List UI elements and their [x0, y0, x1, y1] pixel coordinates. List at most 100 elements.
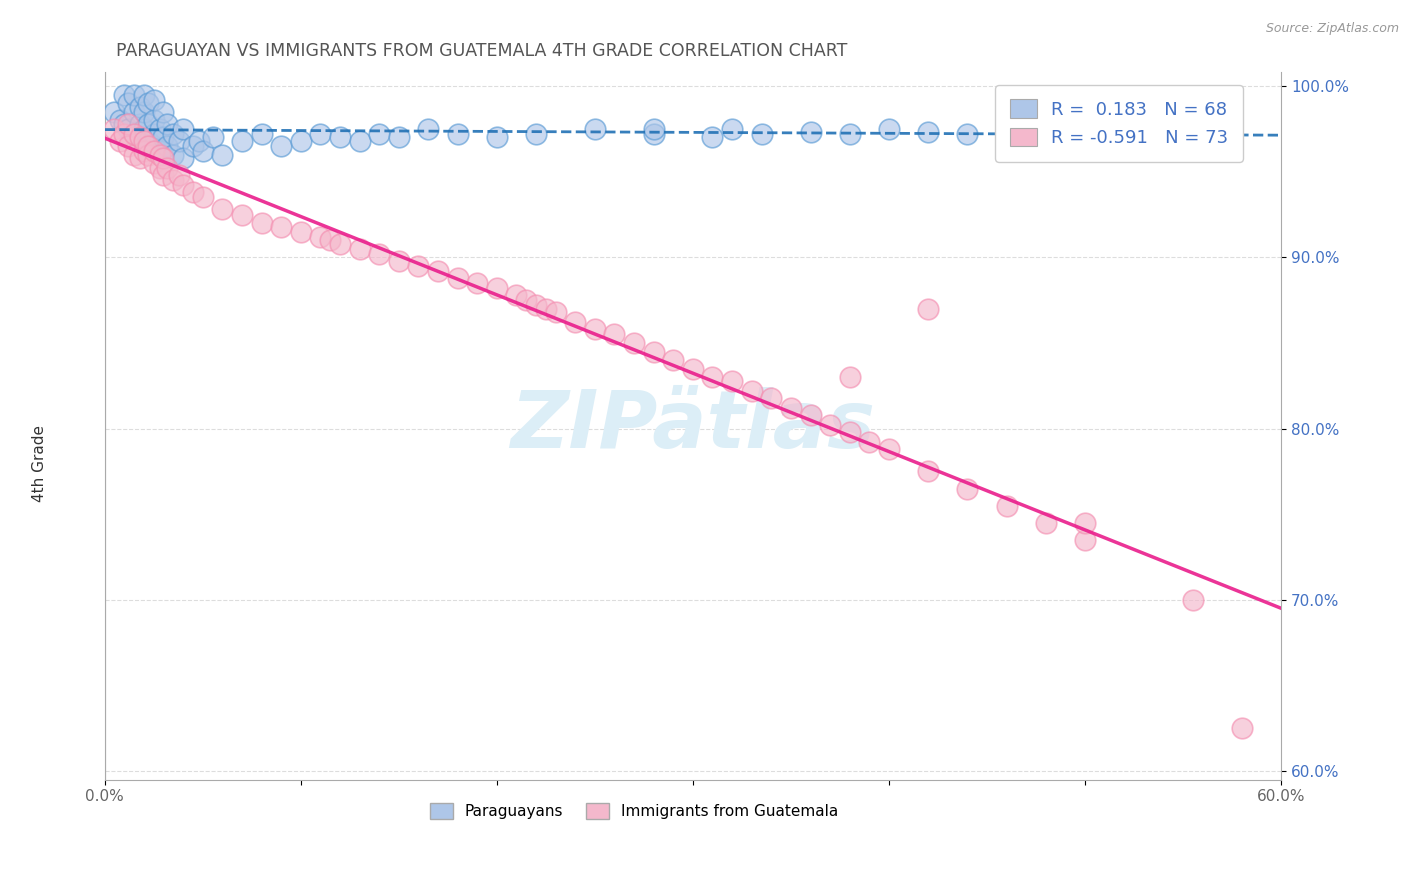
Point [877, 122, 900, 136]
Point [181, 139, 204, 153]
Point [156, 139, 179, 153]
Point [152, 130, 174, 145]
Point [838, 425, 860, 439]
Point [122, 127, 145, 141]
Point [741, 384, 763, 398]
Point [515, 293, 537, 308]
Point [122, 147, 145, 161]
Point [1035, 516, 1057, 530]
Point [799, 408, 821, 422]
Text: Source: ZipAtlas.com: Source: ZipAtlas.com [1265, 22, 1399, 36]
Point [132, 139, 155, 153]
Point [1074, 516, 1097, 530]
Point [702, 130, 724, 145]
Point [167, 134, 190, 148]
Point [122, 87, 145, 102]
Point [201, 130, 224, 145]
Point [388, 130, 411, 145]
Point [132, 134, 155, 148]
Point [917, 464, 939, 478]
Point [329, 236, 352, 251]
Point [162, 147, 184, 161]
Point [142, 139, 165, 153]
Point [643, 344, 665, 359]
Point [129, 117, 152, 131]
Point [129, 151, 152, 165]
Point [818, 418, 841, 433]
Point [191, 144, 214, 158]
Point [122, 104, 145, 119]
Point [231, 134, 253, 148]
Point [408, 259, 430, 273]
Point [181, 186, 204, 200]
Point [167, 168, 190, 182]
Point [751, 127, 773, 141]
Point [858, 435, 880, 450]
Point [148, 161, 170, 176]
Point [122, 127, 145, 141]
Point [956, 127, 979, 141]
Point [995, 122, 1018, 136]
Point [156, 161, 179, 176]
Point [780, 401, 803, 415]
Point [250, 216, 273, 230]
Point [1181, 592, 1204, 607]
Point [148, 147, 170, 161]
Point [142, 93, 165, 107]
Point [110, 134, 132, 148]
Legend: Paraguayans, Immigrants from Guatemala: Paraguayans, Immigrants from Guatemala [423, 797, 845, 825]
Point [465, 276, 488, 290]
Point [112, 87, 135, 102]
Point [721, 122, 744, 136]
Point [211, 202, 233, 217]
Point [309, 127, 332, 141]
Point [682, 361, 704, 376]
Point [152, 104, 174, 119]
Point [761, 391, 783, 405]
Text: 4th Grade: 4th Grade [32, 425, 46, 502]
Point [319, 233, 342, 247]
Point [799, 125, 821, 139]
Point [132, 144, 155, 158]
Point [485, 281, 508, 295]
Point [544, 305, 567, 319]
Point [117, 122, 139, 136]
Point [1074, 533, 1097, 547]
Point [250, 127, 273, 141]
Point [349, 134, 371, 148]
Point [446, 127, 468, 141]
Point [956, 482, 979, 496]
Point [329, 130, 352, 145]
Point [152, 151, 174, 165]
Point [270, 139, 292, 153]
Point [172, 178, 194, 193]
Point [191, 190, 214, 204]
Text: PARAGUAYAN VS IMMIGRANTS FROM GUATEMALA 4TH GRADE CORRELATION CHART: PARAGUAYAN VS IMMIGRANTS FROM GUATEMALA … [117, 42, 848, 60]
Point [117, 139, 139, 153]
Point [505, 288, 527, 302]
Point [368, 247, 391, 261]
Point [187, 134, 209, 148]
Point [1211, 122, 1233, 136]
Point [112, 117, 135, 131]
Point [142, 113, 165, 128]
Point [446, 271, 468, 285]
Point [231, 208, 253, 222]
Point [162, 173, 184, 187]
Point [290, 225, 312, 239]
Point [162, 127, 184, 141]
Point [917, 301, 939, 316]
Point [662, 353, 685, 368]
Point [136, 139, 159, 153]
Point [132, 122, 155, 136]
Point [388, 253, 411, 268]
Point [564, 315, 586, 329]
Point [838, 370, 860, 384]
Point [485, 130, 508, 145]
Point [136, 147, 159, 161]
Point [534, 301, 557, 316]
Point [1230, 721, 1253, 735]
Point [721, 374, 744, 388]
Point [172, 151, 194, 165]
Point [349, 242, 371, 256]
